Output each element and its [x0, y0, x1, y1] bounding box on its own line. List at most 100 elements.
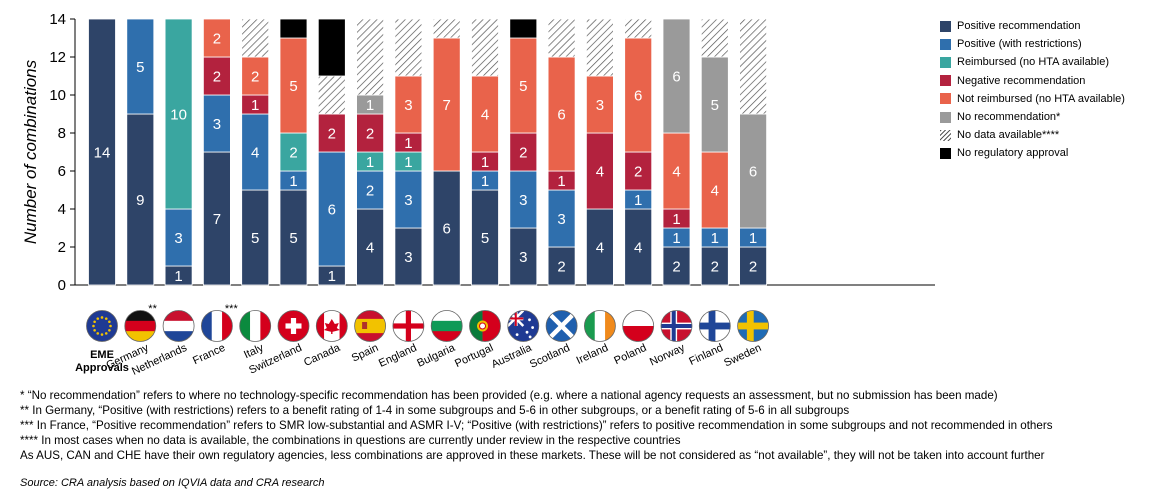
- y-tick-label: 4: [58, 201, 66, 218]
- legend-label: Reimbursed (no HTA available): [957, 56, 1110, 69]
- bar-value-label: 1: [749, 230, 757, 247]
- bar-segment-positive-recommendation: [547, 246, 576, 286]
- eu-flag-icon: [86, 310, 118, 342]
- bar-value-label: 1: [251, 97, 259, 114]
- portugal-flag-icon: [469, 310, 501, 342]
- scotland-flag-icon: [545, 310, 578, 342]
- bar-value-label: 10: [170, 107, 187, 124]
- bar-segment-no-recommendation: [739, 113, 767, 229]
- bar-segment-not-reimbursed-no-hta-available: [471, 75, 499, 153]
- bar-value-label: 4: [251, 145, 259, 162]
- bar-segment-no-data-available: [700, 18, 729, 58]
- bar-segment-no-recommendation: [700, 56, 729, 153]
- x-category-label: Portugal: [453, 342, 495, 370]
- bar-segment-no-data-available: [624, 18, 653, 39]
- bar-value-label: 1: [366, 154, 374, 171]
- bar-value-label: 5: [481, 230, 489, 247]
- netherlands-flag-icon: [162, 310, 195, 342]
- norway-flag-icon: [660, 310, 693, 342]
- bar-segment-no-regulatory-approval: [317, 18, 346, 77]
- bar-segment-not-reimbursed-no-hta-available: [394, 75, 423, 134]
- bar-segment-not-reimbursed-no-hta-available: [241, 56, 270, 96]
- bar-value-label: 3: [213, 116, 221, 133]
- bar-value-label: 3: [404, 249, 412, 266]
- bar-value-label: 2: [672, 259, 680, 276]
- bar-value-label: 1: [557, 173, 565, 190]
- bar-segment-positive-with-restrictions: [547, 189, 576, 248]
- bar-segment-positive-with-restrictions: [241, 113, 270, 191]
- legend-label: Positive recommendation: [957, 20, 1081, 33]
- france-flag-icon: [200, 310, 233, 342]
- bar-value-label: 4: [596, 240, 604, 257]
- bar-segment-no-data-available: [739, 18, 767, 115]
- footnote-france: *** In France, “Positive recommendation”…: [20, 419, 1053, 432]
- bar-value-label: 3: [557, 211, 565, 228]
- bar-value-label: 5: [136, 59, 144, 76]
- bar-segment-positive-with-restrictions: [126, 18, 155, 115]
- y-tick-label: 0: [58, 277, 66, 294]
- bar-segment-not-reimbursed-no-hta-available: [509, 37, 538, 134]
- footnote-no-recommendation: * “No recommendation” refers to where no…: [20, 389, 998, 402]
- bar-value-label: 3: [519, 192, 527, 209]
- bar-value-label: 1: [174, 268, 182, 285]
- legend-swatch: [940, 111, 951, 123]
- bar-value-label: 2: [213, 69, 221, 86]
- legend: Positive recommendation Positive (with re…: [940, 17, 1125, 163]
- x-category-label: Spain: [350, 342, 381, 365]
- bar-value-label: 1: [672, 230, 680, 247]
- bar-value-label: 1: [328, 268, 336, 285]
- bar-value-label: 5: [289, 78, 297, 95]
- bar-segment-negative-recommendation: [202, 56, 231, 96]
- bar-segment-not-reimbursed-no-hta-available: [586, 75, 614, 134]
- bar-value-label: 3: [519, 249, 527, 266]
- bar-value-label: 2: [251, 69, 259, 86]
- bar-segment-no-data-available: [394, 18, 423, 77]
- australia-flag-icon: [507, 310, 540, 342]
- x-category-label: Norway: [648, 342, 687, 369]
- bar-value-label: 4: [481, 107, 489, 124]
- legend-swatch: [940, 56, 951, 68]
- bar-value-label: 2: [366, 126, 374, 143]
- finland-flag-icon: [698, 310, 731, 342]
- bar-segment-positive-recommendation: [586, 208, 614, 286]
- legend-swatch: [940, 20, 951, 32]
- legend-item-reimbursed-no-hta-available: Reimbursed (no HTA available): [940, 53, 1125, 71]
- bar-value-label: 1: [289, 173, 297, 190]
- bar-segment-not-reimbursed-no-hta-available: [662, 132, 691, 210]
- source-note: Source: CRA analysis based on IQVIA data…: [20, 477, 325, 489]
- y-axis-title: Number of combinations: [21, 59, 40, 244]
- x-category-label: Australia: [490, 341, 535, 370]
- bar-value-label: 4: [634, 240, 642, 257]
- bar-value-label: 3: [596, 97, 604, 114]
- bar-value-label: 1: [711, 230, 719, 247]
- bar-value-label: 2: [711, 259, 719, 276]
- bar-value-label: 1: [404, 154, 412, 171]
- x-category-label: Bulgaria: [415, 341, 457, 369]
- bar-segment-not-reimbursed-no-hta-available: [624, 37, 653, 153]
- x-category-label: Ireland: [575, 342, 611, 367]
- bar-value-label: 1: [634, 192, 642, 209]
- bar-value-label: 6: [634, 88, 642, 105]
- germany-flag-icon: [124, 310, 157, 342]
- legend-item-not-reimbursed-no-hta-available: Not reimbursed (no HTA available): [940, 90, 1125, 108]
- bar-segment-negative-recommendation: [624, 151, 653, 191]
- ireland-flag-icon: [584, 310, 616, 342]
- bulgaria-flag-icon: [430, 310, 463, 342]
- bar-segment-positive-recommendation: [432, 170, 461, 286]
- bar-segment-no-regulatory-approval: [509, 18, 538, 39]
- bar-value-label: 6: [672, 69, 680, 86]
- sweden-flag-icon: [737, 310, 769, 342]
- bar-value-label: 7: [443, 97, 451, 114]
- bar-value-label: 5: [289, 230, 297, 247]
- bar-segment-negative-recommendation: [586, 132, 614, 210]
- x-category-label: Poland: [612, 342, 648, 367]
- bar-segment-no-data-available: [471, 18, 499, 77]
- legend-swatch: [940, 93, 951, 105]
- bar-value-label: 9: [136, 192, 144, 209]
- bar-segment-no-data-available: [432, 18, 461, 39]
- bar-segment-negative-recommendation: [509, 132, 538, 172]
- bar-value-label: 1: [404, 135, 412, 152]
- x-category-label: Approvals: [75, 362, 129, 374]
- x-category-label: France: [191, 342, 227, 367]
- bar-value-label: 5: [251, 230, 259, 247]
